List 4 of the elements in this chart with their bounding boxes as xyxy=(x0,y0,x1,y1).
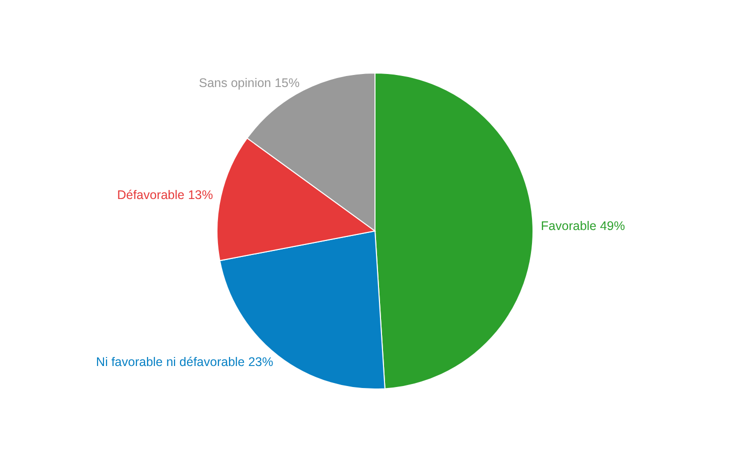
slice-label: Favorable 49% xyxy=(540,218,625,233)
slice-label: Défavorable 13% xyxy=(117,188,213,202)
slice-label: Ni favorable ni défavorable 23% xyxy=(96,355,274,370)
slice-label: Sans opinion 15% xyxy=(198,76,300,90)
